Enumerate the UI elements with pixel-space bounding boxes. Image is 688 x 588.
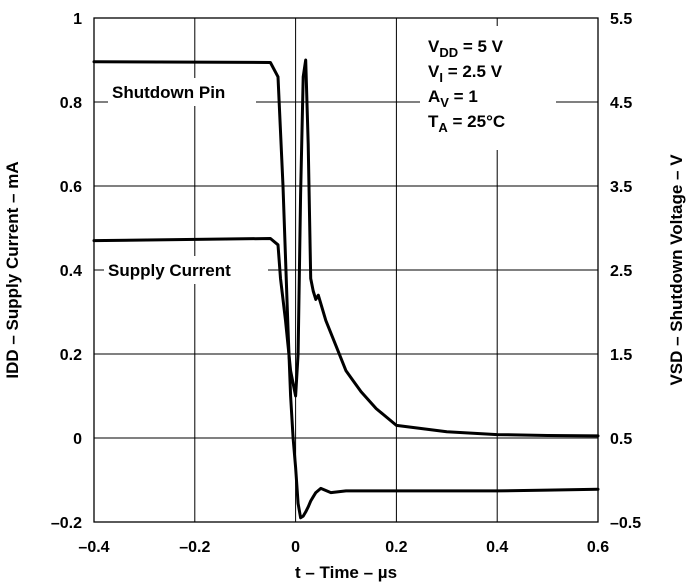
condition-vi: VI = 2.5 V xyxy=(428,62,503,85)
series-line-shutdown-pin xyxy=(92,60,600,520)
y-left-tick-label: 0.8 xyxy=(60,95,82,112)
y-right-tick-label: 0.5 xyxy=(610,431,632,448)
y-right-tick-label: 3.5 xyxy=(610,179,632,196)
y-left-axis-title: IDD – Supply Current – mA xyxy=(3,161,22,378)
annotation-supply-current: Supply Current xyxy=(108,261,231,280)
condition-vdd: VDD = 5 V xyxy=(428,37,504,60)
x-tick-label: 0.4 xyxy=(486,539,508,556)
series-layer xyxy=(92,58,600,520)
series-line-supply-current xyxy=(92,58,600,438)
y-right-tick-label: 4.5 xyxy=(610,95,632,112)
y-left-tick-label: 0.4 xyxy=(60,263,82,280)
y-left-tick-label: 0.2 xyxy=(60,347,82,364)
x-axis-title: t – Time – µs xyxy=(295,563,397,582)
y-left-tick-label: –0.2 xyxy=(51,515,82,532)
x-tick-label: –0.4 xyxy=(78,539,109,556)
x-tick-label: 0.2 xyxy=(385,539,407,556)
y-left-tick-label: 0.6 xyxy=(60,179,82,196)
y-left-tick-label: 0 xyxy=(73,431,82,448)
annotation-supply-current-box: Supply Current xyxy=(104,256,268,284)
x-tick-label: 0.6 xyxy=(587,539,609,556)
annotation-shutdown-pin-box: Shutdown Pin xyxy=(108,78,256,106)
annotation-shutdown-pin: Shutdown Pin xyxy=(112,83,225,102)
y-left-tick-label: 1 xyxy=(73,11,82,28)
y-right-tick-label: 2.5 xyxy=(610,263,632,280)
y-right-tick-label: –0.5 xyxy=(610,515,641,532)
conditions-block: VDD = 5 V VI = 2.5 V AV = 1 TA = 25°C xyxy=(420,26,556,150)
x-tick-label: –0.2 xyxy=(179,539,210,556)
tick-labels: –0.4 –0.2 0 0.2 0.4 0.6 –0.2 0 0.2 0.4 0.6 0.8 1 –0.5… xyxy=(51,11,641,556)
y-right-tick-label: 5.5 xyxy=(610,11,632,28)
y-right-axis-title: VSD – Shutdown Voltage – V xyxy=(667,154,686,386)
condition-ta: TA = 25°C xyxy=(428,112,505,135)
y-right-tick-label: 1.5 xyxy=(610,347,632,364)
x-tick-label: 0 xyxy=(291,539,300,556)
condition-av: AV = 1 xyxy=(428,87,478,110)
